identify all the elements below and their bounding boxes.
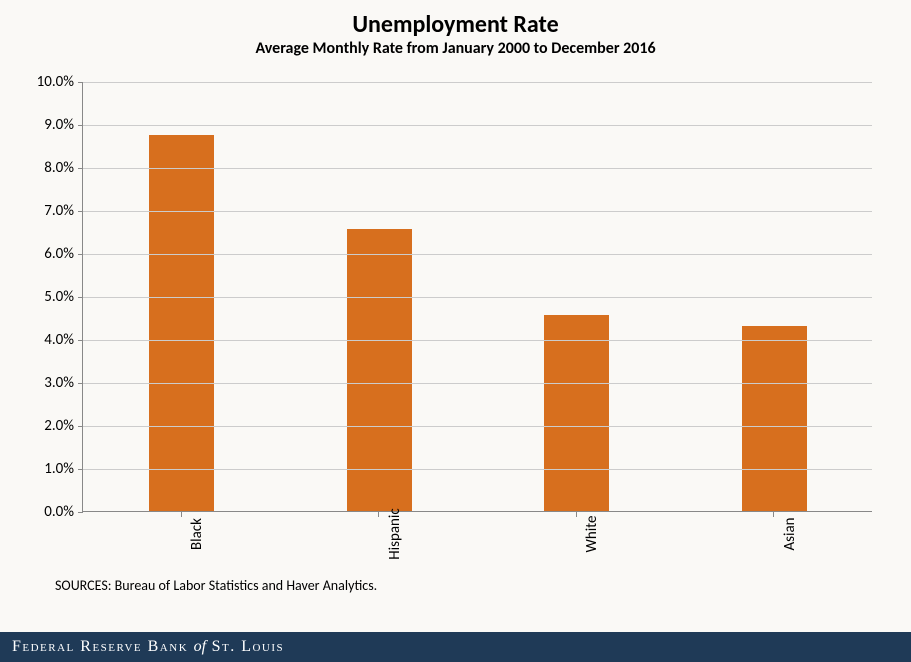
x-tick-mark (181, 512, 182, 517)
gridline (83, 426, 872, 427)
x-axis: BlackHispanicWhiteAsian (82, 512, 872, 612)
x-tick-label: Asian (781, 517, 799, 550)
footer-text: Federal Reserve Bank of St. Louis (12, 638, 284, 656)
bar (742, 326, 807, 511)
y-tick-label: 4.0% (44, 331, 74, 349)
footer-pre: Federal Reserve Bank (12, 638, 194, 655)
x-tick-mark (576, 512, 577, 517)
source-text: SOURCES: Bureau of Labor Statistics and … (55, 577, 377, 594)
footer-banner: Federal Reserve Bank of St. Louis (0, 632, 911, 662)
y-tick-label: 1.0% (44, 460, 74, 478)
gridline (83, 383, 872, 384)
y-axis: 0.0%1.0%2.0%3.0%4.0%5.0%6.0%7.0%8.0%9.0%… (0, 82, 78, 512)
y-tick-label: 10.0% (37, 73, 74, 91)
gridline (83, 125, 872, 126)
gridline (83, 340, 872, 341)
y-tick-label: 0.0% (44, 503, 74, 521)
y-tick-label: 5.0% (44, 288, 74, 306)
y-tick-label: 9.0% (44, 116, 74, 134)
y-tick-label: 2.0% (44, 417, 74, 435)
gridline (83, 297, 872, 298)
x-tick-label: Black (188, 518, 206, 550)
x-tick-mark (773, 512, 774, 517)
gridline (83, 254, 872, 255)
gridline (83, 82, 872, 83)
y-tick-label: 6.0% (44, 245, 74, 263)
y-tick-label: 8.0% (44, 159, 74, 177)
chart-subtitle: Average Monthly Rate from January 2000 t… (0, 39, 911, 58)
x-tick-label: White (583, 516, 601, 553)
bar (544, 315, 609, 511)
y-tick-label: 7.0% (44, 202, 74, 220)
plot-area (82, 82, 872, 512)
y-tick-label: 3.0% (44, 374, 74, 392)
x-tick-label: Hispanic (386, 508, 404, 559)
footer-of: of (194, 638, 206, 655)
bar (149, 135, 214, 511)
gridline (83, 211, 872, 212)
chart-container: Unemployment Rate Average Monthly Rate f… (0, 0, 911, 632)
footer-post: St. Louis (206, 638, 284, 655)
gridline (83, 469, 872, 470)
gridline (83, 168, 872, 169)
chart-title: Unemployment Rate (0, 10, 911, 39)
x-tick-mark (378, 512, 379, 517)
